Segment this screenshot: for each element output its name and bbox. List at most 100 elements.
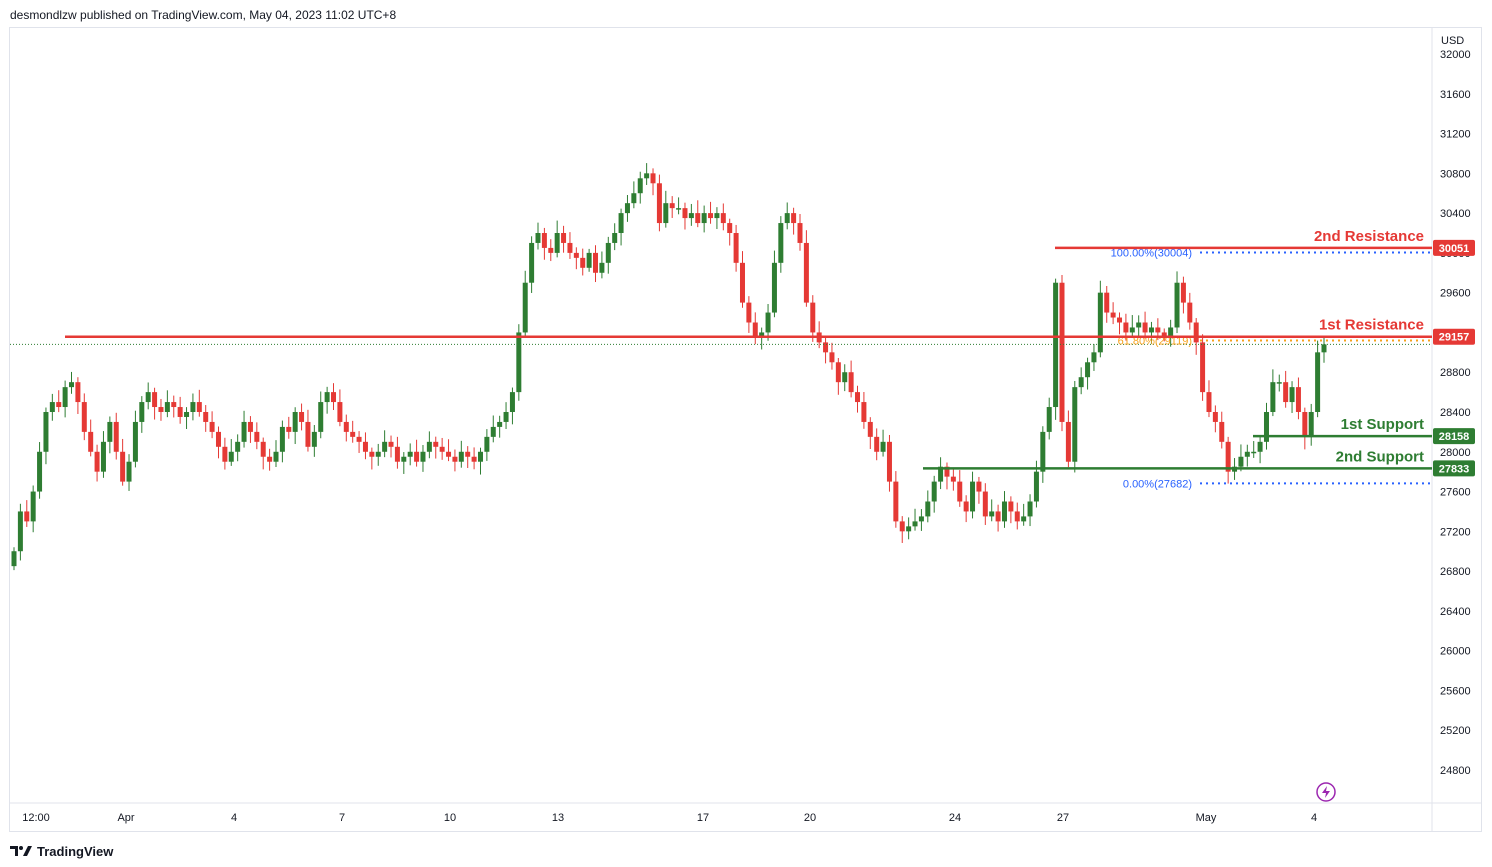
candle-body: [343, 421, 349, 432]
candle-body: [554, 233, 560, 253]
candle-body: [145, 392, 151, 403]
candle-body: [362, 441, 368, 452]
candle-body: [618, 213, 624, 233]
candle-body: [254, 431, 260, 442]
candle-body: [17, 511, 23, 552]
candle-body: [867, 421, 873, 437]
candle-body: [164, 402, 170, 412]
candle-body: [132, 421, 138, 462]
lightning-icon[interactable]: [1316, 782, 1336, 802]
candle-body: [49, 402, 55, 412]
candle-body: [369, 451, 375, 457]
candle-body: [995, 511, 1001, 522]
candle-body: [669, 203, 675, 209]
candle-body: [561, 233, 567, 243]
candle-body: [171, 402, 177, 408]
candle-body: [593, 252, 599, 273]
candle-body: [1046, 407, 1052, 432]
candle-body: [1059, 282, 1065, 422]
y-tick-label: 26000: [1440, 646, 1471, 658]
candle-body: [861, 402, 867, 422]
candle-body: [746, 302, 752, 323]
candle-body: [1097, 292, 1103, 353]
candle-body: [484, 436, 490, 452]
candle-body: [1155, 327, 1161, 333]
candle-body: [1225, 441, 1231, 472]
x-tick-label: 10: [444, 812, 456, 824]
candle-body: [823, 342, 829, 353]
candle-body: [318, 402, 324, 432]
y-tick-label: 25200: [1440, 725, 1471, 737]
y-tick-label: 26800: [1440, 566, 1471, 578]
price-axis-tag: [1433, 428, 1475, 445]
y-tick-label: 24800: [1440, 765, 1471, 777]
candle-body: [810, 302, 816, 333]
candle-body: [771, 262, 777, 313]
candle-body: [752, 322, 758, 338]
x-tick-label: 13: [552, 812, 564, 824]
candle-body: [1315, 352, 1321, 412]
candle-body: [215, 431, 221, 447]
candle-body: [1040, 431, 1046, 472]
candle-body: [299, 412, 305, 422]
candle-body: [963, 501, 969, 512]
candle-body: [976, 481, 982, 492]
candle-body: [535, 233, 541, 243]
candle-body: [69, 382, 75, 388]
candle-body: [842, 372, 848, 383]
candle-body: [1065, 421, 1071, 462]
candle-body: [529, 242, 535, 283]
candle-body: [803, 242, 809, 303]
candle-body: [433, 441, 439, 447]
y-tick-label: 31600: [1440, 89, 1471, 101]
candle-body: [509, 392, 515, 412]
candle-body: [209, 421, 215, 432]
candle-body: [605, 242, 611, 263]
candle-body: [708, 213, 714, 219]
candle-body: [337, 402, 343, 422]
candle-body: [1302, 412, 1308, 437]
currency-label: USD: [1441, 35, 1464, 47]
candle-body: [286, 426, 292, 432]
x-tick-label: Apr: [117, 812, 134, 824]
support-level-label: 1st Support: [1341, 416, 1424, 433]
resistance-level-label: 2nd Resistance: [1314, 228, 1424, 245]
candle-body: [446, 451, 452, 457]
x-tick-label: 4: [1311, 812, 1317, 824]
candle-body: [196, 402, 202, 412]
candle-body: [1251, 451, 1257, 454]
candle-body: [113, 421, 119, 452]
candle-body: [81, 402, 87, 432]
candle-body: [541, 233, 547, 248]
candle-body: [676, 208, 682, 210]
candle-body: [835, 362, 841, 383]
y-tick-label: 28000: [1440, 447, 1471, 459]
candle-body: [152, 392, 158, 408]
candle-body: [247, 421, 253, 432]
candle-body: [599, 262, 605, 273]
candle-body: [1129, 327, 1135, 333]
candle-body: [912, 521, 918, 527]
candle-body: [24, 511, 30, 522]
candle-body: [139, 402, 145, 422]
candle-body: [1289, 387, 1295, 403]
candle-body: [656, 183, 662, 224]
candle-body: [1078, 377, 1084, 388]
x-tick-label: 12:00: [22, 812, 50, 824]
candle-body: [682, 208, 688, 219]
fib-level-label: 0.00%(27682): [1123, 478, 1192, 490]
candle-body: [1117, 317, 1123, 323]
footer-brand[interactable]: TradingView: [10, 842, 113, 860]
candle-body: [880, 441, 886, 452]
candle-body: [739, 262, 745, 303]
x-tick-label: 7: [339, 812, 345, 824]
candle-body: [906, 526, 912, 532]
candle-body: [1212, 412, 1218, 422]
candle-body: [388, 441, 394, 447]
candle-body: [765, 312, 771, 333]
candle-body: [497, 421, 503, 427]
candle-body: [516, 332, 522, 393]
x-tick-label: 27: [1057, 812, 1069, 824]
candle-body: [267, 456, 273, 462]
